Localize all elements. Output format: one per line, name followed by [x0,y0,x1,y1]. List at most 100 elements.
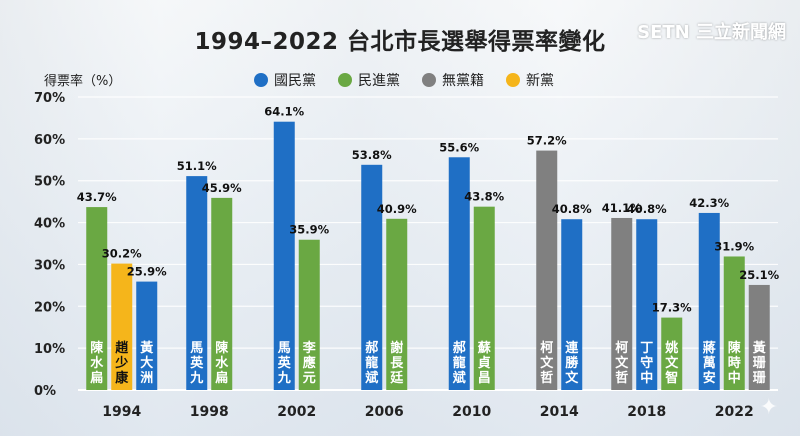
legend-swatch [254,73,268,87]
candidate-name-char: 九 [189,371,203,386]
x-tick-label: 2022 [715,404,754,420]
x-tick-label: 2002 [277,404,316,420]
candidate-name-char: 九 [277,371,291,386]
candidate-name-char: 康 [115,370,129,386]
candidate-name-char: 水 [215,355,229,371]
candidate-name-char: 時 [728,355,741,371]
candidate-name-char: 黃 [752,340,766,356]
y-tick-label: 30% [34,258,65,273]
candidate-name-char: 中 [640,370,653,386]
y-tick-label: 70% [34,91,65,106]
legend-label: 民進黨 [358,73,400,89]
candidate-name-char: 蘇 [477,340,492,356]
candidate-name-char: 勝 [565,355,579,371]
y-axis-title: 得票率（%） [44,74,122,89]
candidate-name-char: 英 [189,355,204,371]
data-label: 53.8% [352,148,392,162]
bar [636,219,658,390]
candidate-name-char: 陳 [90,340,104,356]
candidate-name-char: 珊 [753,356,766,371]
candidate-name-char: 李 [302,340,317,356]
legend: 國民黨 民進黨 無黨籍 新黨 [254,70,554,90]
candidate-name-char: 長 [390,356,404,371]
setn-logo: SETN 三立新聞網 [637,22,786,43]
candidate-name-char: 哲 [540,370,553,386]
candidate-name-char: 郝 [453,340,466,356]
legend-label: 新黨 [526,73,554,89]
candidate-name-char: 智 [665,370,678,386]
bar [536,150,558,390]
legend-item-dpp: 民進黨 [338,70,400,90]
data-label: 51.1% [177,159,217,173]
sparkle-icon: ✦ [759,395,778,420]
candidate-name-char: 水 [90,355,104,371]
candidate-name-char: 昌 [478,371,491,386]
bar [561,219,583,390]
candidate-name-char: 扁 [90,370,103,386]
bar [661,317,683,390]
bar [111,263,133,390]
candidate-name-char: 萬 [703,355,716,371]
data-label: 45.9% [202,181,242,195]
candidate-name-char: 謝 [390,340,403,356]
candidate-name-char: 龍 [365,355,378,371]
bar [748,284,770,390]
candidate-name-char: 文 [665,355,679,371]
data-label: 64.1% [264,105,304,119]
candidate-name-char: 斌 [364,370,378,386]
bar [273,121,295,391]
data-label: 40.9% [377,202,417,216]
y-tick-label: 0% [34,384,56,399]
data-label: 43.7% [77,190,117,204]
data-label: 57.2% [527,134,567,148]
legend-label: 國民黨 [274,73,316,89]
candidate-name-char: 陳 [215,340,229,356]
bar [386,218,408,390]
data-label: 42.3% [689,196,729,210]
bar [361,164,383,390]
candidate-name-char: 龍 [453,355,466,371]
candidate-name-char: 柯 [540,340,553,356]
candidate-name-char: 陳 [728,340,742,356]
bar [448,157,470,390]
candidate-name-char: 廷 [389,370,404,386]
y-tick-label: 40% [34,217,65,232]
candidate-name-char: 英 [277,355,292,371]
candidate-name-char: 貞 [478,355,491,371]
chart-title: 1994–2022 台北市長選舉得票率變化 [194,29,606,55]
legend-item-new-party: 新黨 [506,70,554,90]
legend-swatch [506,73,520,87]
legend-item-kmt: 國民黨 [254,70,316,90]
candidate-name-char: 文 [565,370,579,386]
candidate-name-char: 趙 [115,340,129,356]
x-tick-label: 2006 [365,404,404,420]
bar [298,239,320,390]
bar [86,207,108,390]
bar [473,206,495,390]
legend-item-independent: 無黨籍 [422,70,484,90]
bar [186,176,208,390]
data-label: 30.2% [102,247,142,261]
candidate-name-char: 少 [114,355,128,371]
data-label: 41.1% [602,201,642,215]
data-label: 40.8% [627,202,667,216]
candidate-name-char: 黃 [139,340,153,356]
candidate-name-char: 馬 [278,341,291,356]
y-tick-label: 60% [34,133,65,148]
bar [698,212,720,390]
legend-label: 無黨籍 [442,73,484,89]
candidate-name-char: 郝 [365,340,378,356]
y-tick-label: 10% [34,342,65,357]
data-label: 25.9% [127,265,167,279]
x-tick-label: 1998 [190,404,229,420]
legend-swatch [422,73,436,87]
data-label: 35.9% [289,223,329,237]
candidate-name-char: 文 [540,355,554,371]
legend-swatch [338,73,352,87]
data-label: 25.1% [739,268,779,282]
data-label: 31.9% [714,239,754,253]
y-tick-label: 20% [34,300,65,315]
candidate-name-char: 馬 [190,341,203,356]
candidate-name-char: 斌 [452,370,466,386]
